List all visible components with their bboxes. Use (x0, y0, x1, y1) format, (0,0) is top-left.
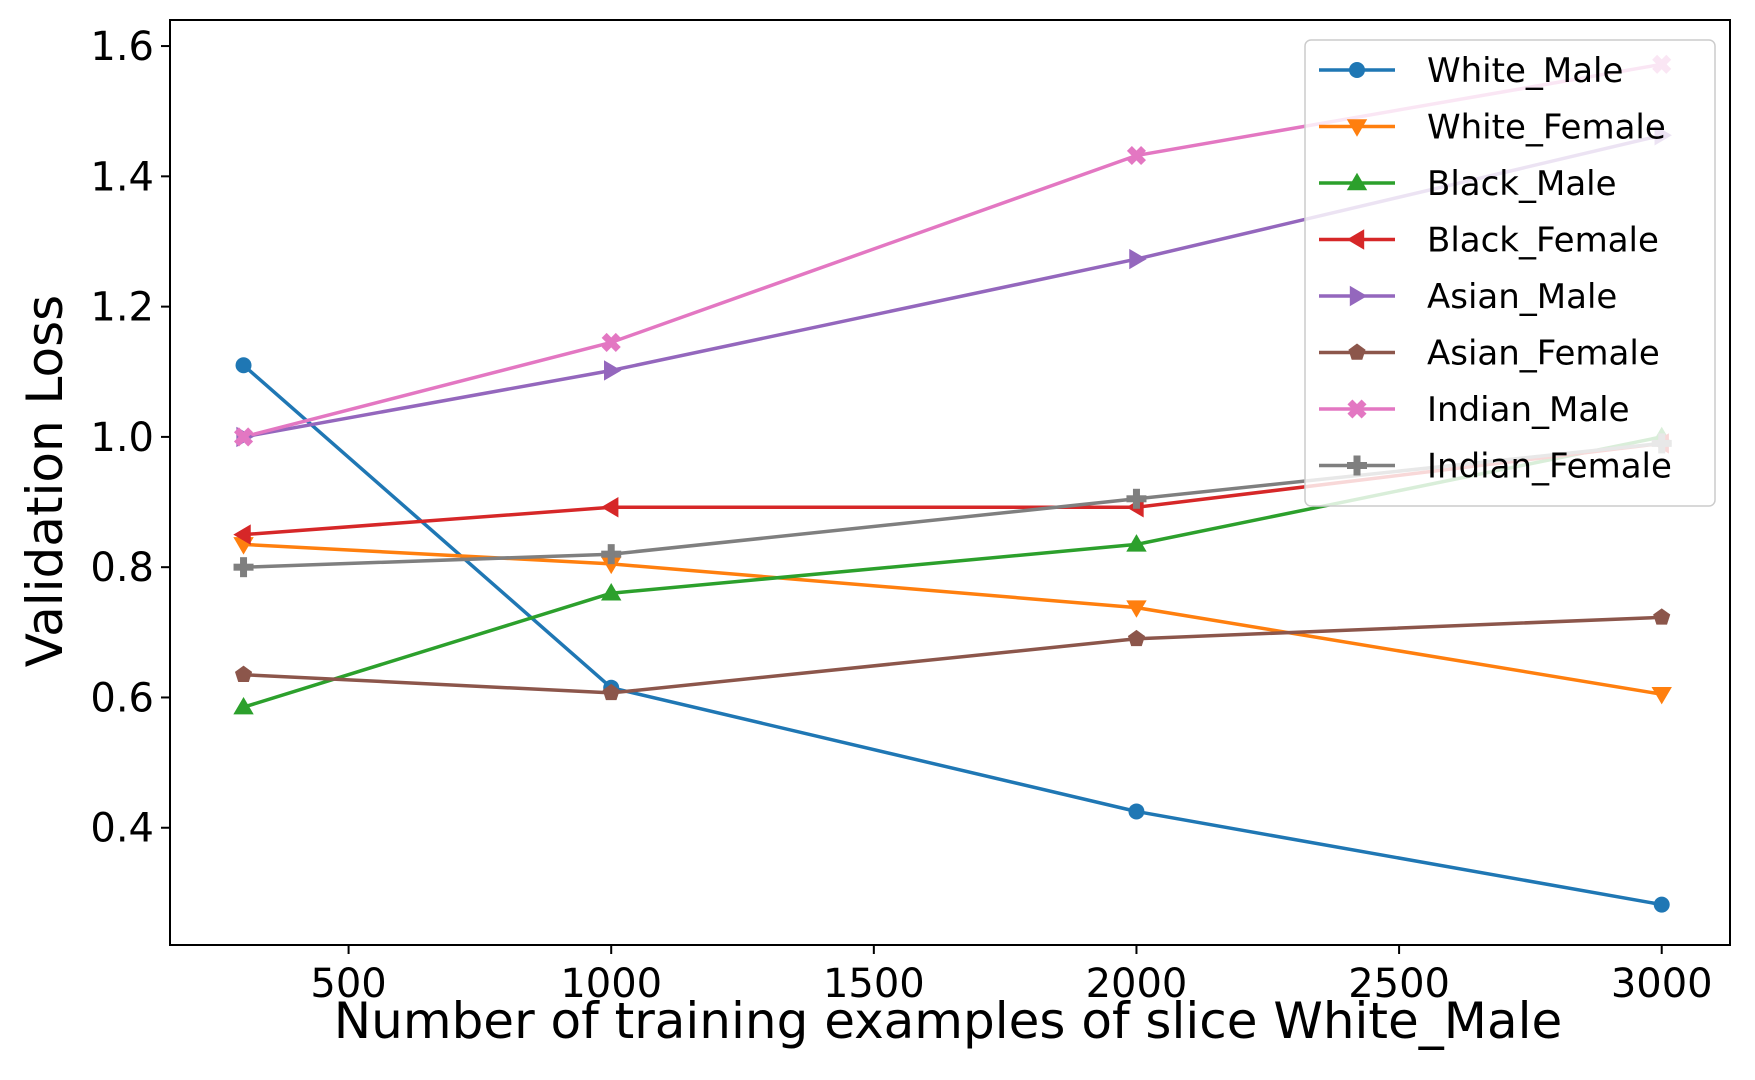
legend-label: Black_Male (1427, 164, 1617, 204)
data-point (601, 332, 621, 352)
data-point (235, 357, 252, 374)
data-point (1126, 534, 1147, 552)
legend-label: Asian_Male (1427, 277, 1617, 317)
data-point (1126, 600, 1147, 618)
data-point (601, 544, 622, 565)
data-point (233, 557, 254, 578)
x-tick-label: 1000 (560, 961, 662, 1007)
data-point (233, 524, 251, 545)
data-point (1126, 488, 1147, 509)
data-point (601, 497, 619, 518)
y-tick-label: 0.6 (90, 675, 154, 721)
x-tick-label: 500 (310, 961, 386, 1007)
legend-label: Black_Female (1427, 221, 1659, 261)
data-point (604, 360, 622, 381)
legend-label: White_Male (1427, 51, 1623, 91)
legend-marker (1349, 62, 1365, 78)
data-point (1127, 629, 1146, 647)
plot-frame (169, 19, 1731, 946)
legend-marker (1347, 455, 1367, 476)
data-point (1128, 803, 1145, 820)
x-tick-label: 1500 (823, 961, 925, 1007)
data-point (233, 427, 254, 447)
y-tick-label: 1.6 (90, 24, 154, 70)
axes: 500 1000 1500 2000 2500 3000 0.4 0.6 0.8 1.0 1.2 1.… (90, 19, 1731, 1007)
data-point (601, 556, 622, 575)
data-point (1126, 145, 1147, 166)
data-point (233, 697, 254, 715)
y-tick-label: 0.8 (90, 545, 154, 591)
legend-label: Asian_Female (1427, 334, 1660, 374)
legend-marker (1348, 343, 1366, 360)
y-tick-label: 0.4 (90, 806, 154, 852)
legend-marker (1346, 229, 1365, 250)
series-line-white-male (242, 363, 1663, 907)
legend-marker (1349, 285, 1368, 307)
data-point (601, 583, 622, 601)
legend-label: Indian_Male (1427, 390, 1630, 430)
series-line-asian-female (243, 615, 1662, 695)
legend-marker (1347, 399, 1367, 419)
data-point (1653, 608, 1671, 625)
x-tick-label: 2000 (1086, 961, 1188, 1007)
legend: White_Male White_Female Black_Male Black_Fe… (1304, 39, 1716, 507)
data-point (602, 683, 620, 701)
legend-label: White_Female (1427, 108, 1666, 148)
data-point (1129, 248, 1147, 270)
y-axis-title: Validation Loss (16, 295, 74, 667)
y-tick-label: 1.0 (90, 415, 154, 461)
legend-marker (1346, 119, 1368, 137)
y-tick-label: 1.4 (90, 154, 154, 200)
legend-box (1304, 39, 1716, 507)
x-tick-label: 3000 (1611, 961, 1713, 1007)
data-point (1653, 896, 1670, 913)
legend-marker (1346, 172, 1368, 191)
data-point (234, 665, 253, 682)
legend-label: Indian_Female (1427, 447, 1672, 487)
x-tick-label: 2500 (1348, 961, 1450, 1007)
x-axis-title: Number of training examples of slice Whi… (334, 992, 1562, 1050)
series-line-white-female (243, 542, 1662, 696)
y-tick-label: 1.2 (90, 285, 154, 331)
data-point (1651, 687, 1672, 705)
